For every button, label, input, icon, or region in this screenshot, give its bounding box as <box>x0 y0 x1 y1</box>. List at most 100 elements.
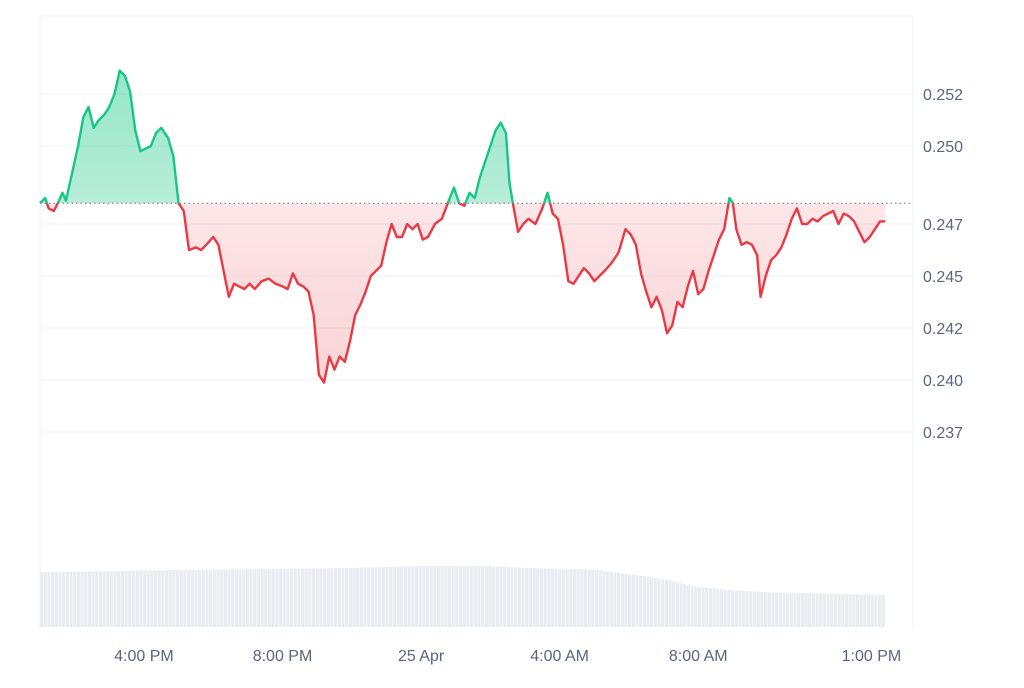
volume-bar <box>617 572 621 627</box>
volume-bar <box>205 569 209 627</box>
volume-bar <box>517 567 521 627</box>
volume-bar <box>227 569 231 627</box>
volume-bar <box>521 567 525 627</box>
volume-bar <box>95 571 99 627</box>
volume-bar <box>833 593 838 627</box>
y-tick-label: 0.242 <box>923 321 963 338</box>
volume-bar <box>778 592 782 627</box>
volume-bar <box>304 568 308 627</box>
volume-bar <box>635 575 639 627</box>
volume-bar <box>367 567 371 627</box>
volume-bar <box>253 569 257 627</box>
volume-bar <box>558 568 562 627</box>
volume-bar <box>539 568 544 627</box>
price-line <box>39 69 886 384</box>
volume-bar <box>65 571 69 627</box>
volume-bar <box>396 566 400 627</box>
volume-bar <box>43 572 47 627</box>
volume-bar <box>730 590 735 627</box>
volume-bar <box>91 571 95 627</box>
x-tick-label: 4:00 AM <box>530 648 589 665</box>
volume-bar <box>315 568 319 627</box>
volume-bar <box>47 572 51 627</box>
volume-bar <box>260 568 264 627</box>
x-tick-label: 4:00 PM <box>114 648 174 665</box>
volume-bar <box>694 586 698 627</box>
volume-bar <box>591 569 595 627</box>
volume-bar <box>583 569 588 627</box>
volume-bar <box>242 569 246 627</box>
volume-bar <box>800 593 804 627</box>
volume-bar <box>837 593 841 627</box>
volume-bar <box>168 570 172 627</box>
volume-bar <box>708 588 713 627</box>
volume-bar <box>392 566 397 627</box>
volume-bar <box>462 566 466 627</box>
volume-bar <box>532 568 536 627</box>
volume-bar <box>264 568 268 627</box>
volume-bar <box>433 566 437 627</box>
volume-bar <box>819 593 823 627</box>
y-tick-label: 0.252 <box>923 87 963 104</box>
volume-bar <box>297 568 301 627</box>
volume-bar <box>804 593 808 627</box>
volume-bar <box>495 566 499 627</box>
volume-bar <box>245 569 250 627</box>
volume-bar <box>418 566 422 627</box>
volume-bar <box>734 590 738 627</box>
volume-bar <box>451 566 455 627</box>
volume-bar <box>411 566 415 627</box>
volume-bar <box>771 592 775 627</box>
volume-bar <box>319 568 323 627</box>
volume-bar <box>605 571 610 627</box>
volume-bar <box>183 569 187 627</box>
volume-bar <box>738 590 742 627</box>
volume-bar <box>514 567 518 627</box>
volume-bar <box>345 567 349 627</box>
volume-bar <box>705 587 709 627</box>
volume-bar <box>543 568 547 627</box>
volume-bar <box>484 566 488 627</box>
volume-bar <box>469 566 474 627</box>
volume-bar <box>308 568 312 627</box>
y-tick-label: 0.237 <box>923 425 963 442</box>
volume-bar <box>381 567 385 627</box>
volume-bar <box>786 592 790 627</box>
volume-bars <box>40 566 885 627</box>
volume-bar <box>881 594 885 627</box>
volume-bar <box>352 567 356 627</box>
volume-bar <box>120 570 125 627</box>
x-tick-label: 8:00 AM <box>669 648 728 665</box>
volume-bar <box>723 589 727 627</box>
volume-bar <box>749 591 753 627</box>
volume-bar <box>62 571 66 627</box>
volume-bar <box>447 566 452 627</box>
x-axis: 4:00 PM 8:00 PM 25 Apr 4:00 AM 8:00 AM 1:00 P… <box>114 648 901 665</box>
volume-bar <box>311 568 316 627</box>
volume-bar <box>131 570 136 627</box>
volume-bar <box>109 571 114 627</box>
volume-bar <box>348 567 352 627</box>
volume-bar <box>572 569 577 627</box>
volume-bar <box>613 572 617 627</box>
volume-bar <box>153 570 158 627</box>
volume-bar <box>797 592 801 627</box>
volume-bar <box>139 570 143 627</box>
volume-bar <box>198 569 202 627</box>
volume-bar <box>378 567 382 627</box>
volume-bar <box>194 569 198 627</box>
volume-bar <box>157 570 161 627</box>
volume-bar <box>238 569 242 627</box>
volume-bar <box>458 566 463 627</box>
volume-bar <box>727 590 731 627</box>
volume-bar <box>506 567 510 627</box>
volume-bar <box>286 568 290 627</box>
volume-bar <box>187 569 191 627</box>
volume-bar <box>793 592 797 627</box>
volume-bar <box>282 568 286 627</box>
volume-bar <box>363 567 367 627</box>
volume-bar <box>580 569 584 627</box>
volume-bar <box>554 568 558 627</box>
volume-bar <box>98 571 102 627</box>
